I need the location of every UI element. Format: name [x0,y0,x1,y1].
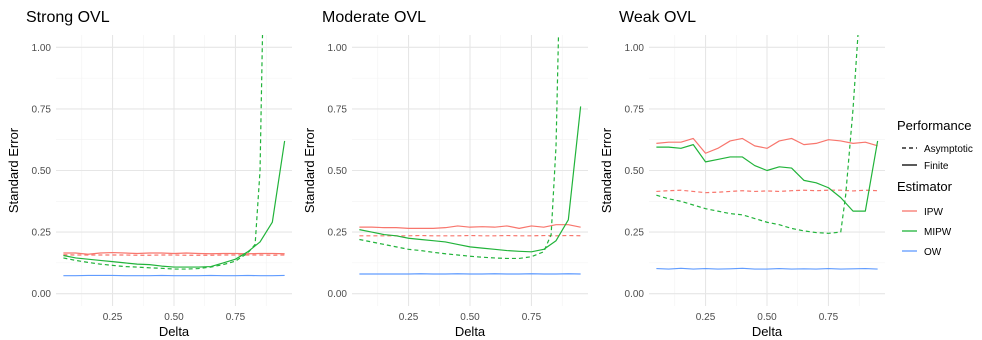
x-tick-label: 0.75 [522,312,542,323]
y-axis-title: Standard Error [6,127,21,213]
x-tick-label: 0.50 [460,312,480,323]
y-axis-title: Standard Error [302,127,317,213]
panel-strong-ovl: 0.25 0.50 0.75 0.00 0.25 0.50 0.75 1.00 Strong O… [6,9,292,339]
y-tick-label: 0.50 [625,166,645,177]
y-tick-label: 0.25 [328,228,348,239]
y-tick-label: 0.25 [625,228,645,239]
series-line-ow-finite [656,267,878,270]
panel-title: Strong OVL [26,9,110,26]
panel-moderate-ovl: 0.25 0.50 0.75 0.00 0.25 0.50 0.75 1.00 Moderate… [302,9,588,339]
x-tick-label: 0.25 [399,312,419,323]
y-tick-label: 0.75 [32,104,52,115]
y-tick-label: 0.75 [328,104,348,115]
y-tick-label: 0.25 [32,228,52,239]
legend-performance-title: Performance [897,118,971,133]
y-tick-label: 0.00 [32,289,52,300]
y-tick-label: 1.00 [328,43,348,54]
series-line-mipw-finite [63,140,286,268]
y-tick-label: 0.00 [328,289,348,300]
x-tick-label: 0.25 [696,312,716,323]
series-line-mipw-finite [656,140,879,212]
panel-weak-ovl: 0.25 0.50 0.75 0.00 0.25 0.50 0.75 1.00 Weak OVL… [599,9,885,339]
series-line-mipw-asymptotic [63,35,264,270]
x-axis-title: Delta [159,324,190,339]
series-line-mipw-asymptotic [656,35,859,234]
series-line-ipw-asymptotic [656,189,878,194]
x-tick-label: 0.75 [226,312,246,323]
y-tick-label: 0.50 [32,166,52,177]
x-axis-title: Delta [752,324,783,339]
legend-label-mipw: MIPW [924,227,952,238]
legend-estimator-title: Estimator [897,179,953,194]
y-tick-label: 0.00 [625,289,645,300]
legend-label-ipw: IPW [924,207,943,218]
x-axis-title: Delta [455,324,486,339]
legend: Performance Asymptotic Finite Estimator … [897,118,973,258]
y-tick-label: 1.00 [32,43,52,54]
legend-label-ow: OW [924,247,942,258]
series-line-ipw-finite [63,251,285,255]
series-line-ipw-finite [656,137,878,154]
panel-title: Moderate OVL [322,9,426,26]
y-tick-label: 0.50 [328,166,348,177]
y-tick-label: 0.75 [625,104,645,115]
x-tick-label: 0.50 [164,312,184,323]
x-tick-label: 0.75 [819,312,839,323]
series-line-mipw-finite [359,106,582,253]
x-tick-label: 0.50 [757,312,777,323]
panel-title: Weak OVL [619,9,696,26]
x-tick-label: 0.25 [103,312,123,323]
legend-label-finite: Finite [924,161,949,172]
y-axis-title: Standard Error [599,127,614,213]
series-line-mipw-asymptotic [359,35,560,260]
y-tick-label: 1.00 [625,43,645,54]
legend-label-asymptotic: Asymptotic [924,144,973,155]
series-line-ipw-finite [359,224,581,229]
